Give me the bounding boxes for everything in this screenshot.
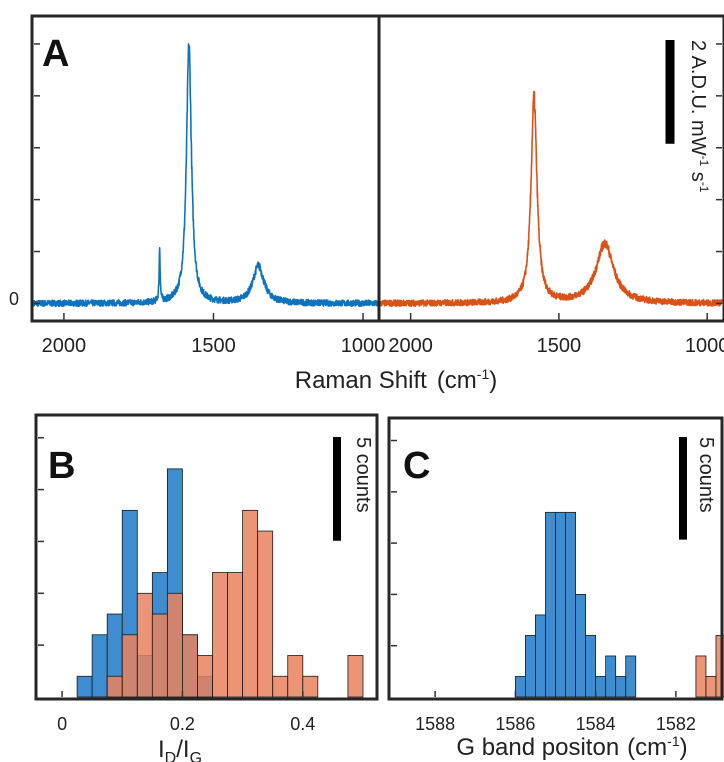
panel-c-xlabel-main: G band positon	[456, 734, 619, 761]
panel-b: B 5 counts 0 0.2 0.4 ID/IG	[34, 413, 379, 762]
histogram-bar	[555, 511, 566, 698]
histogram-bar	[106, 675, 123, 698]
panel-b-xtick-labels: 0 0.2 0.4	[57, 714, 315, 734]
histogram-bar	[585, 635, 597, 698]
panel-a: A 0 2000 1500 1000 2000 1500 1000 Raman Shift…	[9, 14, 724, 394]
histogram-c-bars	[514, 511, 724, 698]
histogram-bar	[212, 572, 228, 698]
panel-a-xtick-label: 1000	[685, 335, 724, 357]
panel-b-xlabel-mid: /I	[176, 736, 189, 762]
panel-c-xtick-labels: 1588 1586 1584 1582	[415, 714, 696, 734]
histogram-bar	[197, 655, 213, 698]
histogram-bar	[227, 572, 244, 698]
panel-a-xlabel-close: )	[489, 367, 497, 394]
histogram-xtick-label: 0.4	[290, 714, 315, 734]
histogram-bar	[575, 594, 586, 698]
panel-a-xtick-label: 2000	[42, 335, 87, 357]
panel-b-xlabel: ID/IG	[158, 736, 202, 762]
histogram-bar	[625, 655, 637, 698]
panel-a-scale-sup1: -1	[697, 156, 711, 167]
panel-b-scale-label: 5 counts	[352, 437, 374, 513]
panel-a-xlabel-unit: (cm	[437, 367, 477, 394]
panel-a-xlabel: Raman Shift (cm-1)	[295, 366, 498, 394]
panel-c-xlabel: G band positon (cm-1)	[456, 733, 687, 761]
histogram-bar	[287, 655, 304, 698]
panel-a-scale-label: 2 A.D.U. mW-1 s-1	[687, 40, 711, 193]
histogram-xtick-label: 1582	[656, 714, 696, 734]
histogram-xtick-label: 1588	[415, 714, 455, 734]
panel-a-xtick-label: 1500	[537, 335, 582, 357]
histogram-bar	[705, 676, 717, 698]
panel-a-left-frame	[30, 14, 381, 323]
panel-c-scale-label: 5 counts	[695, 437, 717, 513]
panel-b-xlabel-sub2: G	[190, 750, 202, 762]
panel-a-xlabel-main: Raman Shift	[295, 367, 427, 394]
histogram-bar	[514, 676, 526, 698]
histogram-bar	[595, 676, 607, 698]
histogram-bar	[605, 655, 617, 698]
panel-c-xlabel-sup: -1	[667, 733, 680, 749]
histogram-xtick-label: 0	[57, 714, 67, 734]
panel-a-ticks	[34, 43, 722, 320]
spectrum-orange	[380, 90, 723, 308]
histogram-bar	[347, 655, 364, 698]
histogram-bar	[615, 676, 627, 698]
panel-a-right-frame	[377, 14, 724, 323]
histogram-bar	[302, 675, 319, 698]
histogram-xtick-label: 0.2	[170, 714, 195, 734]
histogram-bar	[91, 634, 108, 698]
histogram-bar	[166, 592, 183, 698]
panel-c-frame	[387, 416, 724, 701]
panel-b-xlabel-base: I	[158, 736, 165, 762]
panel-a-xtick-label: 1500	[191, 335, 236, 357]
histogram-bar	[76, 675, 93, 698]
panel-a-scale-mid: s	[687, 166, 709, 182]
panel-c-ticks	[391, 439, 677, 697]
panel-a-xtick-label: 2000	[388, 335, 433, 357]
histogram-bar	[136, 592, 153, 698]
panel-b-frame	[34, 413, 379, 701]
panel-a-letter: A	[42, 33, 69, 75]
histogram-bar	[535, 614, 546, 698]
histogram-bar	[151, 613, 168, 698]
histogram-xtick-label: 1586	[495, 714, 535, 734]
panel-a-scale-text: 2 A.D.U. mW	[687, 40, 709, 156]
histogram-xtick-label: 1584	[576, 714, 616, 734]
histogram-bar	[242, 509, 259, 698]
histogram-bar	[695, 655, 707, 698]
panel-c-xlabel-unit: (cm	[627, 734, 667, 761]
histogram-bar	[121, 634, 138, 698]
panel-c-letter: C	[403, 445, 430, 487]
spectrum-line-orange	[380, 90, 723, 308]
histogram-b-bars	[76, 468, 364, 698]
panel-b-xlabel-sub1: D	[165, 750, 177, 762]
histogram-bar	[525, 635, 536, 698]
panel-a-xlabel-sup: -1	[477, 366, 490, 382]
spectrum-line-blue	[33, 43, 379, 308]
panel-b-letter: B	[48, 445, 75, 487]
panel-a-zero-label: 0	[9, 289, 19, 309]
histogram-bar	[565, 511, 576, 698]
histogram-bar	[257, 530, 274, 698]
panel-a-xtick-label: 1000	[341, 335, 386, 357]
panel-c: C 5 counts 1588 1586 1584 1582 G band posit…	[387, 416, 724, 761]
panel-a-xtick-labels: 2000 1500 1000 2000 1500 1000	[42, 335, 724, 357]
panel-b-ticks	[38, 436, 304, 697]
histogram-bar	[545, 511, 556, 698]
panel-a-scale-sup2: -1	[697, 182, 711, 193]
spectrum-blue	[33, 43, 379, 308]
panel-c-xlabel-close: )	[680, 734, 688, 761]
histogram-bar	[182, 634, 198, 698]
histogram-bar	[272, 675, 289, 698]
